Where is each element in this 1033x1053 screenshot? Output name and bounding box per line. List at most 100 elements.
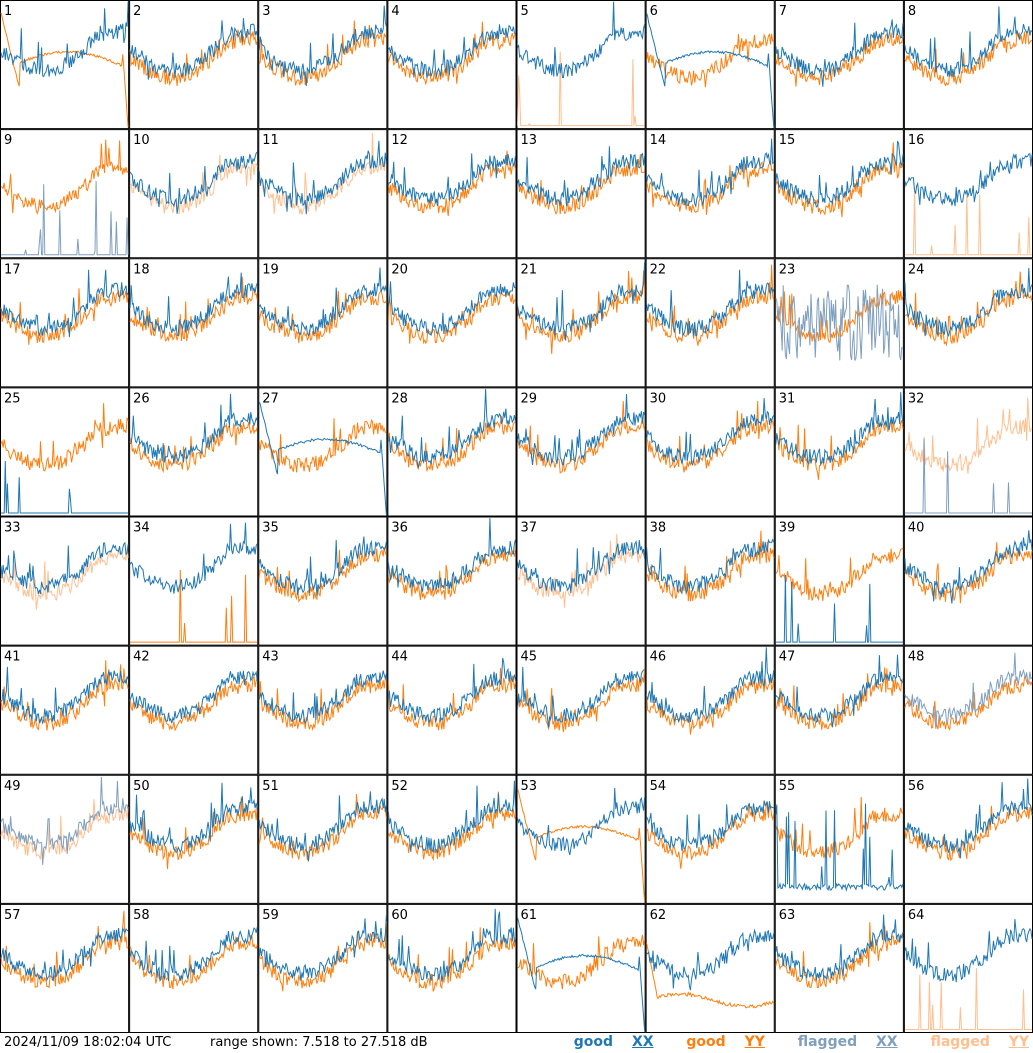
panel-1: 1 [0, 0, 130, 130]
panel-label: 15 [779, 133, 796, 148]
series-xx-line [258, 791, 387, 862]
series-xx-line [904, 919, 1033, 983]
series-yy-line [129, 276, 258, 343]
panel-61: 61 [516, 903, 646, 1033]
panel-22: 22 [645, 258, 775, 388]
panel-18: 18 [129, 258, 259, 388]
panel-21: 21 [516, 258, 646, 388]
series-xx-line [904, 652, 1033, 729]
series-yy-line [517, 668, 646, 733]
timestamp: 2024/11/09 18:02:04 UTC [4, 1035, 172, 1050]
panel-frame [129, 903, 259, 1033]
panel-label: 29 [521, 391, 538, 406]
series-yy-line [646, 676, 775, 735]
panel-24: 24 [903, 258, 1033, 388]
panel-label: 49 [4, 779, 21, 794]
series-xx-line [904, 6, 1033, 77]
panel-59: 59 [258, 903, 388, 1033]
panel-58: 58 [129, 903, 259, 1033]
series-xx-line [646, 538, 775, 595]
panel-13: 13 [516, 129, 646, 259]
series-xx-line [517, 539, 646, 593]
panel-frame [129, 129, 259, 259]
panel-62: 62 [645, 903, 775, 1033]
panel-label: 52 [391, 779, 408, 794]
panel-frame [258, 903, 388, 1033]
series-xx-line [258, 401, 387, 515]
panel-label: 16 [908, 133, 925, 148]
panel-label: 64 [908, 908, 925, 923]
series-xx-line [0, 269, 129, 338]
panel-label: 33 [4, 521, 21, 536]
series-xx-line [129, 272, 258, 336]
series-xx-line [258, 914, 387, 981]
series-xx-line [258, 670, 387, 725]
series-xx-line [775, 574, 903, 643]
panel-2: 2 [129, 0, 259, 130]
series-xx-line [646, 13, 775, 128]
panel-36: 36 [387, 516, 517, 646]
series-yy-line [775, 32, 904, 87]
panel-label: 61 [521, 908, 538, 923]
series-xx-line [0, 666, 129, 725]
series-yy-line [517, 788, 646, 903]
panel-label: 7 [779, 4, 787, 19]
series-yy-line [0, 910, 129, 989]
panel-48: 48 [903, 645, 1033, 775]
series-xx-line [258, 536, 387, 597]
panel-frame [903, 903, 1033, 1033]
panel-label: 31 [779, 391, 796, 406]
panel-label: 13 [521, 133, 538, 148]
panel-frame [516, 0, 646, 130]
panel-label: 38 [650, 521, 667, 536]
series-xx-line [775, 392, 904, 466]
panel-47: 47 [774, 645, 904, 775]
series-xx-line [258, 5, 387, 86]
panel-label: 63 [779, 908, 796, 923]
series-yy-line [258, 290, 387, 344]
panel-frame [129, 645, 259, 775]
panel-31: 31 [774, 387, 904, 517]
series-yy-line [904, 968, 1032, 1030]
panel-label: 62 [650, 908, 667, 923]
series-xx-line [904, 438, 1032, 514]
panel-57: 57 [0, 903, 130, 1033]
series-xx-line [258, 140, 387, 215]
series-xx-line [387, 908, 516, 982]
panel-label: 2 [133, 4, 141, 19]
panel-label: 6 [650, 4, 658, 19]
series-yy-line [387, 150, 516, 217]
panel-label: 18 [133, 262, 150, 277]
series-yy-line [517, 270, 646, 354]
panel-30: 30 [645, 387, 775, 517]
series-xx-line [1, 180, 129, 256]
panel-46: 46 [645, 645, 775, 775]
legend-good-xx: good XX [560, 1034, 654, 1050]
panel-label: 21 [521, 262, 538, 277]
panel-label: 28 [391, 391, 408, 406]
panel-label: 41 [4, 650, 21, 665]
series-yy-line [0, 139, 129, 215]
series-xx-line [904, 267, 1033, 338]
series-xx-line [775, 803, 904, 892]
series-xx-line [129, 782, 258, 854]
panel-label: 53 [521, 779, 538, 794]
series-xx-line [387, 657, 516, 724]
panel-label: 50 [133, 779, 150, 794]
series-xx-line [646, 928, 775, 991]
panel-label: 37 [521, 521, 538, 536]
panel-15: 15 [774, 129, 904, 259]
series-xx-line [387, 780, 516, 854]
series-xx-line [904, 152, 1033, 207]
series-xx-line [0, 926, 129, 982]
series-xx-line [129, 393, 258, 464]
panel-45: 45 [516, 645, 646, 775]
legend-good-yy-word: good [686, 1034, 726, 1050]
series-xx-line [517, 1, 646, 78]
panel-4: 4 [387, 0, 517, 130]
panel-7: 7 [774, 0, 904, 130]
panel-label: 20 [391, 262, 408, 277]
panel-label: 51 [262, 779, 279, 794]
series-xx-line [775, 284, 904, 361]
footer: 2024/11/09 18:02:04 UTC range shown: 7.5… [0, 1033, 1033, 1053]
